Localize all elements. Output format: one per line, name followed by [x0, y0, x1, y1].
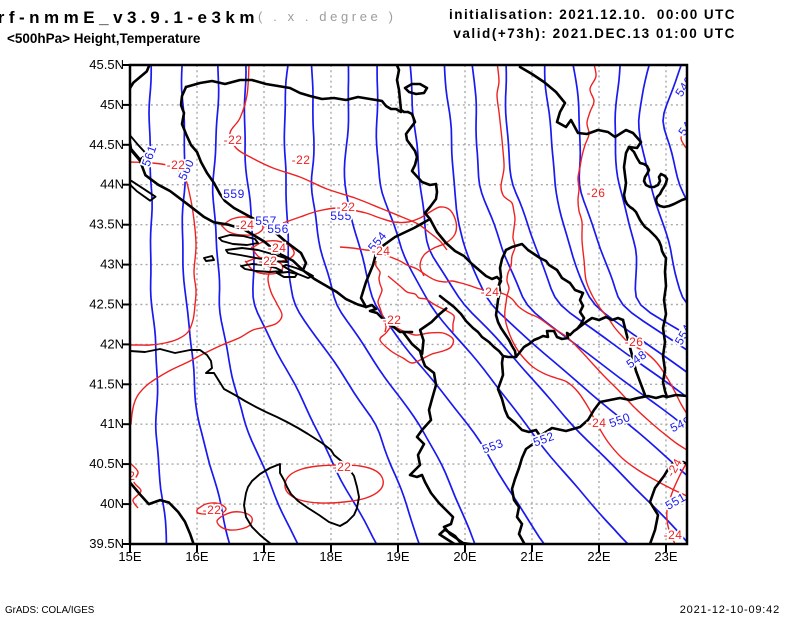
svg-text:555: 555 [330, 209, 352, 223]
svg-text:44N: 44N [100, 177, 124, 192]
svg-text:43N: 43N [100, 257, 124, 272]
svg-text:45.5N: 45.5N [89, 57, 124, 72]
svg-text:15E: 15E [118, 549, 141, 564]
svg-text:-26: -26 [587, 186, 606, 200]
svg-text:-22: -22 [259, 254, 278, 268]
svg-text:-22: -22 [337, 200, 356, 214]
svg-text:559: 559 [223, 187, 245, 201]
svg-text:23E: 23E [654, 549, 677, 564]
svg-text:( . x . degree ): ( . x . degree ) [258, 9, 397, 24]
svg-text:19E: 19E [386, 549, 409, 564]
svg-text:-24: -24 [588, 416, 607, 430]
svg-text:-22: -22 [383, 313, 402, 327]
svg-text:18E: 18E [319, 549, 342, 564]
svg-text:<500hPa> Height,Temperature: <500hPa> Height,Temperature [7, 31, 201, 46]
svg-text:41N: 41N [100, 416, 124, 431]
svg-text:39.5N: 39.5N [89, 536, 124, 551]
svg-text:GrADS: COLA/IGES: GrADS: COLA/IGES [5, 605, 95, 616]
svg-text:-24: -24 [481, 285, 500, 299]
svg-text:44.5N: 44.5N [89, 137, 124, 152]
svg-text:-26: -26 [625, 335, 644, 349]
svg-text:-24: -24 [268, 241, 287, 255]
svg-text:-22: -22 [167, 158, 186, 172]
svg-text:valid(+73h): 2021.DEC.13 01:00: valid(+73h): 2021.DEC.13 01:00 UTC [453, 26, 736, 41]
svg-text:-22: -22 [117, 469, 136, 483]
svg-text:556: 556 [267, 222, 289, 236]
svg-text:40N: 40N [100, 496, 124, 511]
svg-text:-22: -22 [224, 133, 243, 147]
svg-text:initialisation: 2021.12.10. 0: initialisation: 2021.12.10. 00:00 UTC [449, 7, 736, 22]
svg-text:-22: -22 [333, 460, 352, 474]
svg-text:45N: 45N [100, 97, 124, 112]
svg-text:-22: -22 [203, 503, 222, 517]
svg-text:557: 557 [255, 214, 277, 228]
svg-text:-24: -24 [664, 528, 683, 542]
svg-text:22E: 22E [587, 549, 610, 564]
svg-text:42N: 42N [100, 336, 124, 351]
svg-text:-24: -24 [372, 244, 391, 258]
svg-text:40.5N: 40.5N [89, 456, 124, 471]
svg-text:20E: 20E [453, 549, 476, 564]
svg-text:-22: -22 [292, 153, 311, 167]
svg-text:wrf-nmmE_v3.9.1-e3km: wrf-nmmE_v3.9.1-e3km [0, 8, 259, 27]
svg-text:42.5N: 42.5N [89, 297, 124, 312]
svg-text:43.5N: 43.5N [89, 217, 124, 232]
svg-text:2021-12-10-09:42: 2021-12-10-09:42 [680, 604, 780, 616]
svg-text:16E: 16E [185, 549, 208, 564]
svg-text:41.5N: 41.5N [89, 376, 124, 391]
svg-text:-24: -24 [236, 218, 255, 232]
svg-text:17E: 17E [252, 549, 275, 564]
svg-text:21E: 21E [520, 549, 543, 564]
